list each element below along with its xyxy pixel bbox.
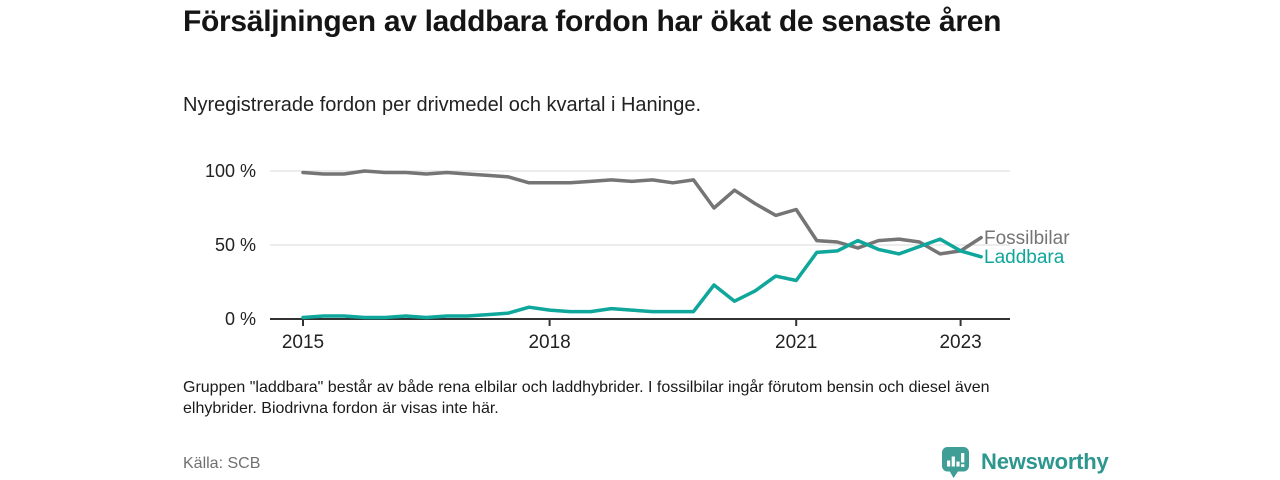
- brand-logo: Newsworthy: [941, 445, 1109, 479]
- line-chart: 100 % 50 % 0 % 2015 2018 2021 2023 FossilbilarL…: [205, 161, 1070, 353]
- x-axis-label: 2018: [528, 332, 570, 353]
- logo-exclamation-stem: [961, 452, 965, 462]
- x-axis-label: 2021: [775, 332, 817, 353]
- series-line-fossilbilar: [301, 169, 983, 256]
- logo-bubble: [942, 446, 969, 471]
- y-axis-label: 100 %: [205, 161, 256, 181]
- series-label-fossilbilar: Fossilbilar: [984, 228, 1070, 249]
- logo-bar-3: [956, 461, 960, 466]
- logo-exclamation-dot: [961, 463, 965, 467]
- source-label: Källa: SCB: [183, 455, 261, 472]
- chart-footnote: Gruppen "laddbara" består av både rena e…: [183, 379, 990, 418]
- series-label-laddbara: Laddbara: [984, 247, 1065, 268]
- logo-bar-1: [947, 460, 951, 466]
- page-title: Försäljningen av laddbara fordon har öka…: [183, 5, 1002, 38]
- newsworthy-logo-icon: [942, 446, 969, 478]
- logo-bar-2: [951, 456, 955, 466]
- x-axis-label: 2023: [939, 332, 981, 353]
- chart-subtitle: Nyregistrerade fordon per drivmedel och …: [183, 94, 702, 116]
- brand-name: Newsworthy: [981, 449, 1109, 474]
- y-axis-label: 50 %: [215, 235, 256, 255]
- logo-bubble-tail: [949, 469, 959, 478]
- y-axis-label: 0 %: [225, 309, 256, 329]
- series-line-laddbara: [301, 237, 983, 320]
- x-axis-label: 2015: [282, 332, 324, 353]
